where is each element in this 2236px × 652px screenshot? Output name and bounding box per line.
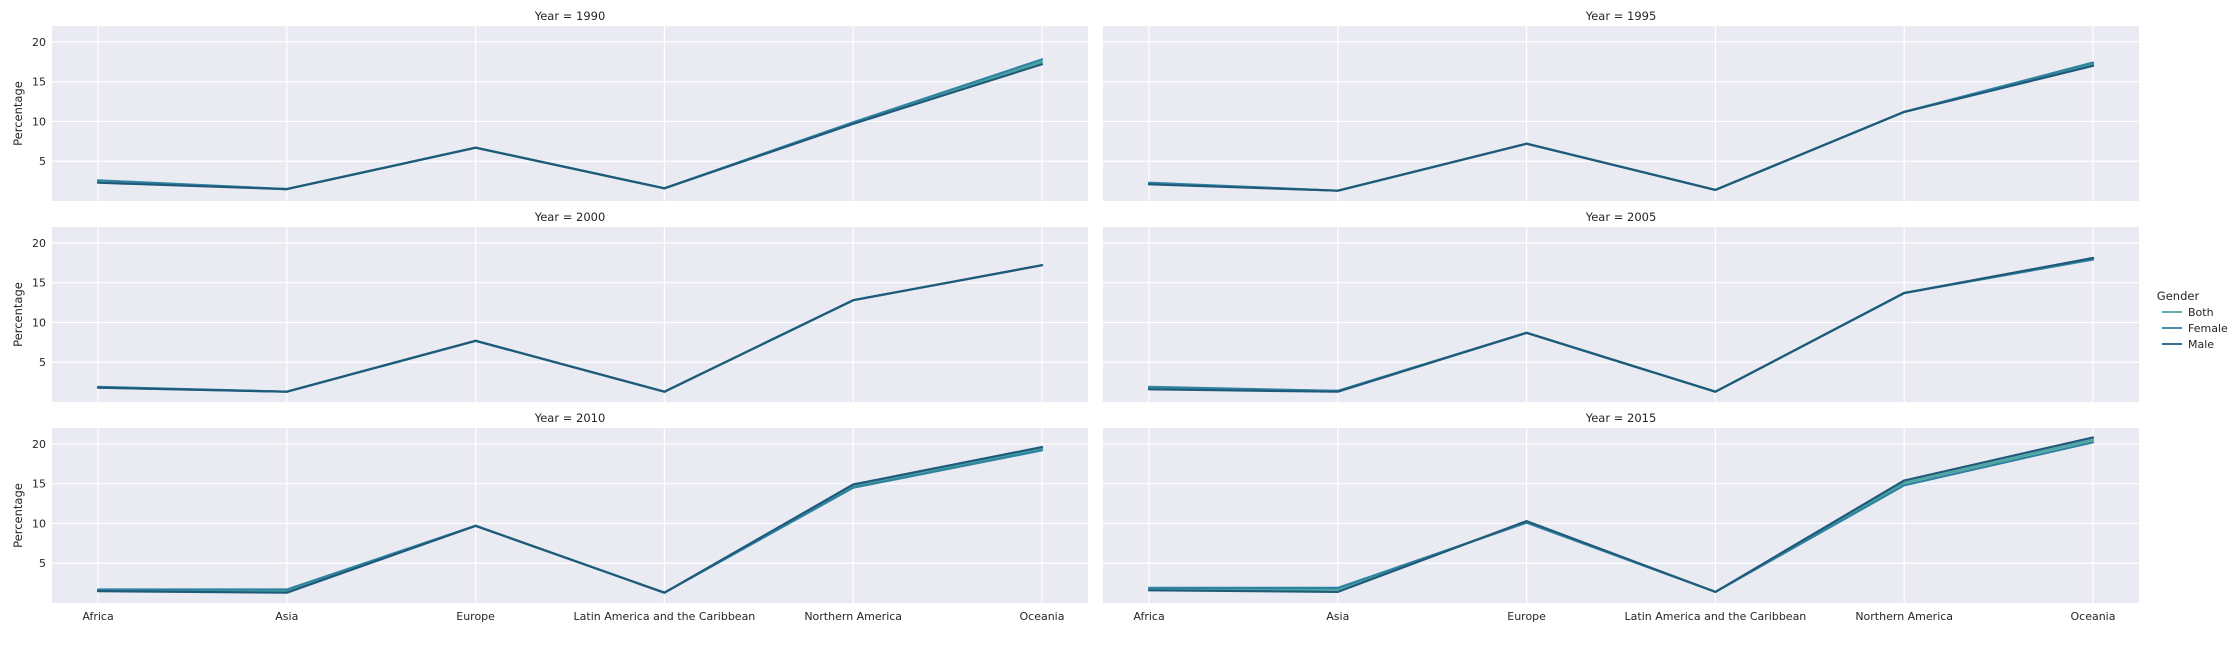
x-tick-label: Asia xyxy=(275,610,298,623)
facet-panel-4: Year = 2005 xyxy=(1103,210,2139,402)
y-tick-label: 20 xyxy=(32,36,46,49)
facet-panel-3: 5 10 15 20 Year = 2000 Percentage xyxy=(11,210,1088,402)
y-tick-label: 5 xyxy=(39,155,46,168)
plot-area xyxy=(1103,428,2139,603)
plot-area xyxy=(1103,26,2139,201)
facet-title: Year = 2010 xyxy=(534,411,606,425)
x-tick-label: Europe xyxy=(1507,610,1546,623)
series-line-male xyxy=(96,446,1044,594)
facet-title: Year = 2005 xyxy=(1585,210,1657,224)
facet-panel-6: Year = 2015 Africa Asia Europe Latin America… xyxy=(1103,411,2139,623)
x-tick-label: Africa xyxy=(1133,610,1164,623)
legend: Gender Both Female Male xyxy=(2157,289,2228,351)
series-line-male xyxy=(1147,436,2095,594)
series-line-male xyxy=(1147,256,2095,393)
y-tick-label: 5 xyxy=(39,557,46,570)
y-axis-label: Percentage xyxy=(11,81,25,146)
x-tick-label: Europe xyxy=(456,610,495,623)
y-tick-label: 10 xyxy=(32,316,46,329)
x-tick-label: Oceania xyxy=(1020,610,1065,623)
facet-title: Year = 1990 xyxy=(534,9,606,23)
x-tick-label: Asia xyxy=(1326,610,1349,623)
y-tick-label: 10 xyxy=(32,115,46,128)
facet-panel-1: 5 10 15 20 Year = 1990 Percentage xyxy=(11,9,1088,201)
series-line-male xyxy=(96,63,1044,191)
x-tick-label: Northern America xyxy=(804,610,902,623)
plot-area xyxy=(1103,227,2139,402)
plot-area xyxy=(52,227,1088,402)
facet-panel-2: Year = 1995 xyxy=(1103,9,2139,201)
x-tick-label: Latin America and the Caribbean xyxy=(1625,610,1807,623)
x-tick-label: Northern America xyxy=(1855,610,1953,623)
facet-panel-5: 5 10 15 20 Year = 2010 Percentage Africa Asia Eu… xyxy=(11,411,1088,623)
y-tick-label: 5 xyxy=(39,356,46,369)
legend-label: Female xyxy=(2188,322,2228,335)
series-line-male xyxy=(1147,64,2095,192)
facet-title: Year = 2015 xyxy=(1585,411,1657,425)
x-tick-label: Africa xyxy=(82,610,113,623)
y-axis-label: Percentage xyxy=(11,483,25,548)
y-tick-label: 10 xyxy=(32,517,46,530)
x-tick-label: Oceania xyxy=(2071,610,2116,623)
series-line-male xyxy=(96,264,1044,393)
legend-label: Male xyxy=(2188,338,2214,351)
plot-area xyxy=(52,428,1088,603)
legend-label: Both xyxy=(2188,306,2214,319)
y-tick-label: 15 xyxy=(32,76,46,89)
x-tick-label: Latin America and the Caribbean xyxy=(574,610,756,623)
facet-title: Year = 2000 xyxy=(534,210,606,224)
y-tick-label: 20 xyxy=(32,237,46,250)
y-tick-label: 20 xyxy=(32,438,46,451)
plot-area xyxy=(52,26,1088,201)
y-tick-label: 15 xyxy=(32,277,46,290)
y-axis-label: Percentage xyxy=(11,282,25,347)
facet-title: Year = 1995 xyxy=(1585,9,1657,23)
y-tick-label: 15 xyxy=(32,478,46,491)
legend-title: Gender xyxy=(2157,289,2200,303)
